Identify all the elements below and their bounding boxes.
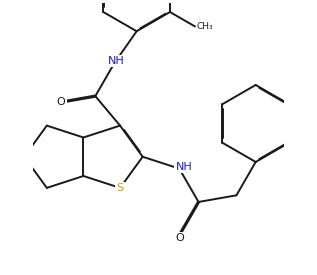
- Text: NH: NH: [108, 56, 125, 66]
- Text: S: S: [116, 183, 124, 193]
- Text: NH: NH: [176, 162, 192, 172]
- Text: CH₃: CH₃: [197, 22, 214, 31]
- Text: O: O: [57, 97, 66, 107]
- Text: O: O: [175, 233, 184, 243]
